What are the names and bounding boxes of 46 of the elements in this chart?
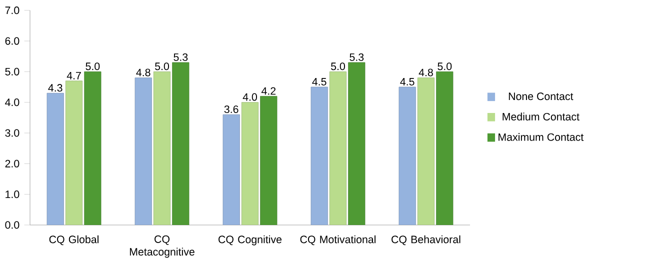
data-label: 5.0 xyxy=(438,62,452,70)
x-tick-label: CQ Global xyxy=(49,235,98,246)
bar xyxy=(329,71,347,225)
legend-label: Maximum Contact xyxy=(498,133,584,141)
y-tick-label: 7.0 xyxy=(5,6,20,14)
x-tick-label: CQ Motivational xyxy=(300,235,376,246)
y-tick-label: 3.0 xyxy=(5,129,20,137)
y-tick-label: 2.0 xyxy=(5,160,20,168)
data-label: 3.6 xyxy=(224,106,238,114)
bar xyxy=(153,71,171,225)
data-label: 5.0 xyxy=(155,62,170,70)
bar xyxy=(84,71,102,225)
y-tick-label: 4.0 xyxy=(5,98,20,106)
data-label: 4.2 xyxy=(262,87,276,95)
data-label: 4.5 xyxy=(400,78,414,86)
bar xyxy=(134,78,152,225)
data-label: 5.0 xyxy=(331,62,345,70)
data-label: 5.3 xyxy=(174,53,188,61)
data-label: 4.0 xyxy=(242,93,258,101)
data-label: 5.3 xyxy=(350,53,364,61)
data-label: 5.0 xyxy=(86,62,100,70)
bar xyxy=(310,86,328,225)
y-tick-label: 5.0 xyxy=(5,68,20,76)
bar xyxy=(172,62,190,225)
data-label: 4.7 xyxy=(66,72,81,80)
x-tick-label: CQ Metacognitive xyxy=(130,235,194,258)
data-label: 4.3 xyxy=(48,84,62,92)
bar xyxy=(222,114,240,225)
bar xyxy=(398,86,416,225)
legend-label: Medium Contact xyxy=(502,112,580,120)
data-label: 4.5 xyxy=(312,78,326,86)
data-label: 4.8 xyxy=(418,68,433,76)
x-tick-label: CQ Cognitive xyxy=(218,235,282,246)
x-tick-label: CQ Behavioral xyxy=(392,235,460,246)
data-label: 4.8 xyxy=(136,68,150,76)
bar xyxy=(436,71,454,225)
bar xyxy=(65,80,83,225)
y-tick-label: 6.0 xyxy=(5,37,20,45)
legend-label: None Contact xyxy=(508,92,574,100)
bar xyxy=(46,92,64,225)
bar xyxy=(348,62,366,225)
bar xyxy=(241,102,259,225)
bar xyxy=(417,78,435,225)
y-tick-label: 0.0 xyxy=(5,221,20,229)
bar xyxy=(260,96,278,225)
y-tick-label: 1.0 xyxy=(6,190,20,198)
